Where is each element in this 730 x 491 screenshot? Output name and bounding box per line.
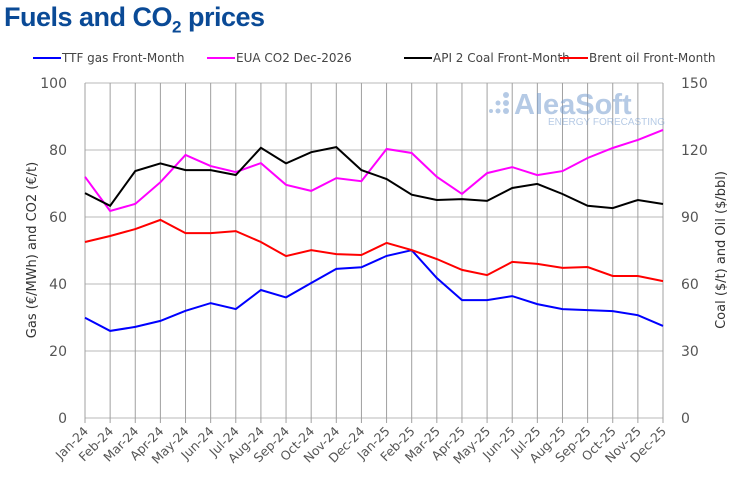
y2-axis-label: Coal ($/t) and Oil ($/bbl) [714,171,729,329]
y-tick-label: 40 [49,277,67,293]
y2-tick-label: 120 [681,143,708,159]
legend-label: API 2 Coal Front-Month [433,51,570,65]
legend-label: EUA CO2 Dec-2026 [236,51,352,65]
gridlines [84,82,664,423]
y-tick-label: 20 [49,344,67,360]
y2-tick-label: 30 [681,344,699,360]
y-tick-label: 80 [49,143,67,159]
series-line-eua-co2-dec-2026 [84,128,664,213]
series-lines [84,128,664,332]
y-tick-label: 60 [49,210,67,226]
y-tick-label: 0 [58,411,67,427]
chart-title: Fuels and CO2 prices [4,2,265,37]
legend: TTF gas Front-Month EUA CO2 Dec-2026 API 2… [33,51,716,65]
series-line-ttf-gas-front-month [84,249,664,332]
y2-tick-label: 90 [681,210,699,226]
legend-label: Brent oil Front-Month [589,51,716,65]
y2-tick-label: 150 [681,76,708,92]
svg-text:ENERGY FORECASTING: ENERGY FORECASTING [548,117,665,128]
series-line-brent-oil-front-month [84,218,664,283]
y2-tick-label: 0 [681,411,690,427]
y-tick-label: 100 [40,76,67,92]
aleasoft-logo-watermark: AleaSoft ENERGY FORECASTING [489,89,665,128]
series-line-api-2-coal-front-month [84,146,664,210]
svg-text:AleaSoft: AleaSoft [514,89,632,121]
y-axis-label: Gas (€/MWh) and CO2 (€/t) [25,162,40,338]
legend-label: TTF gas Front-Month [61,51,185,65]
y2-tick-label: 60 [681,277,699,293]
